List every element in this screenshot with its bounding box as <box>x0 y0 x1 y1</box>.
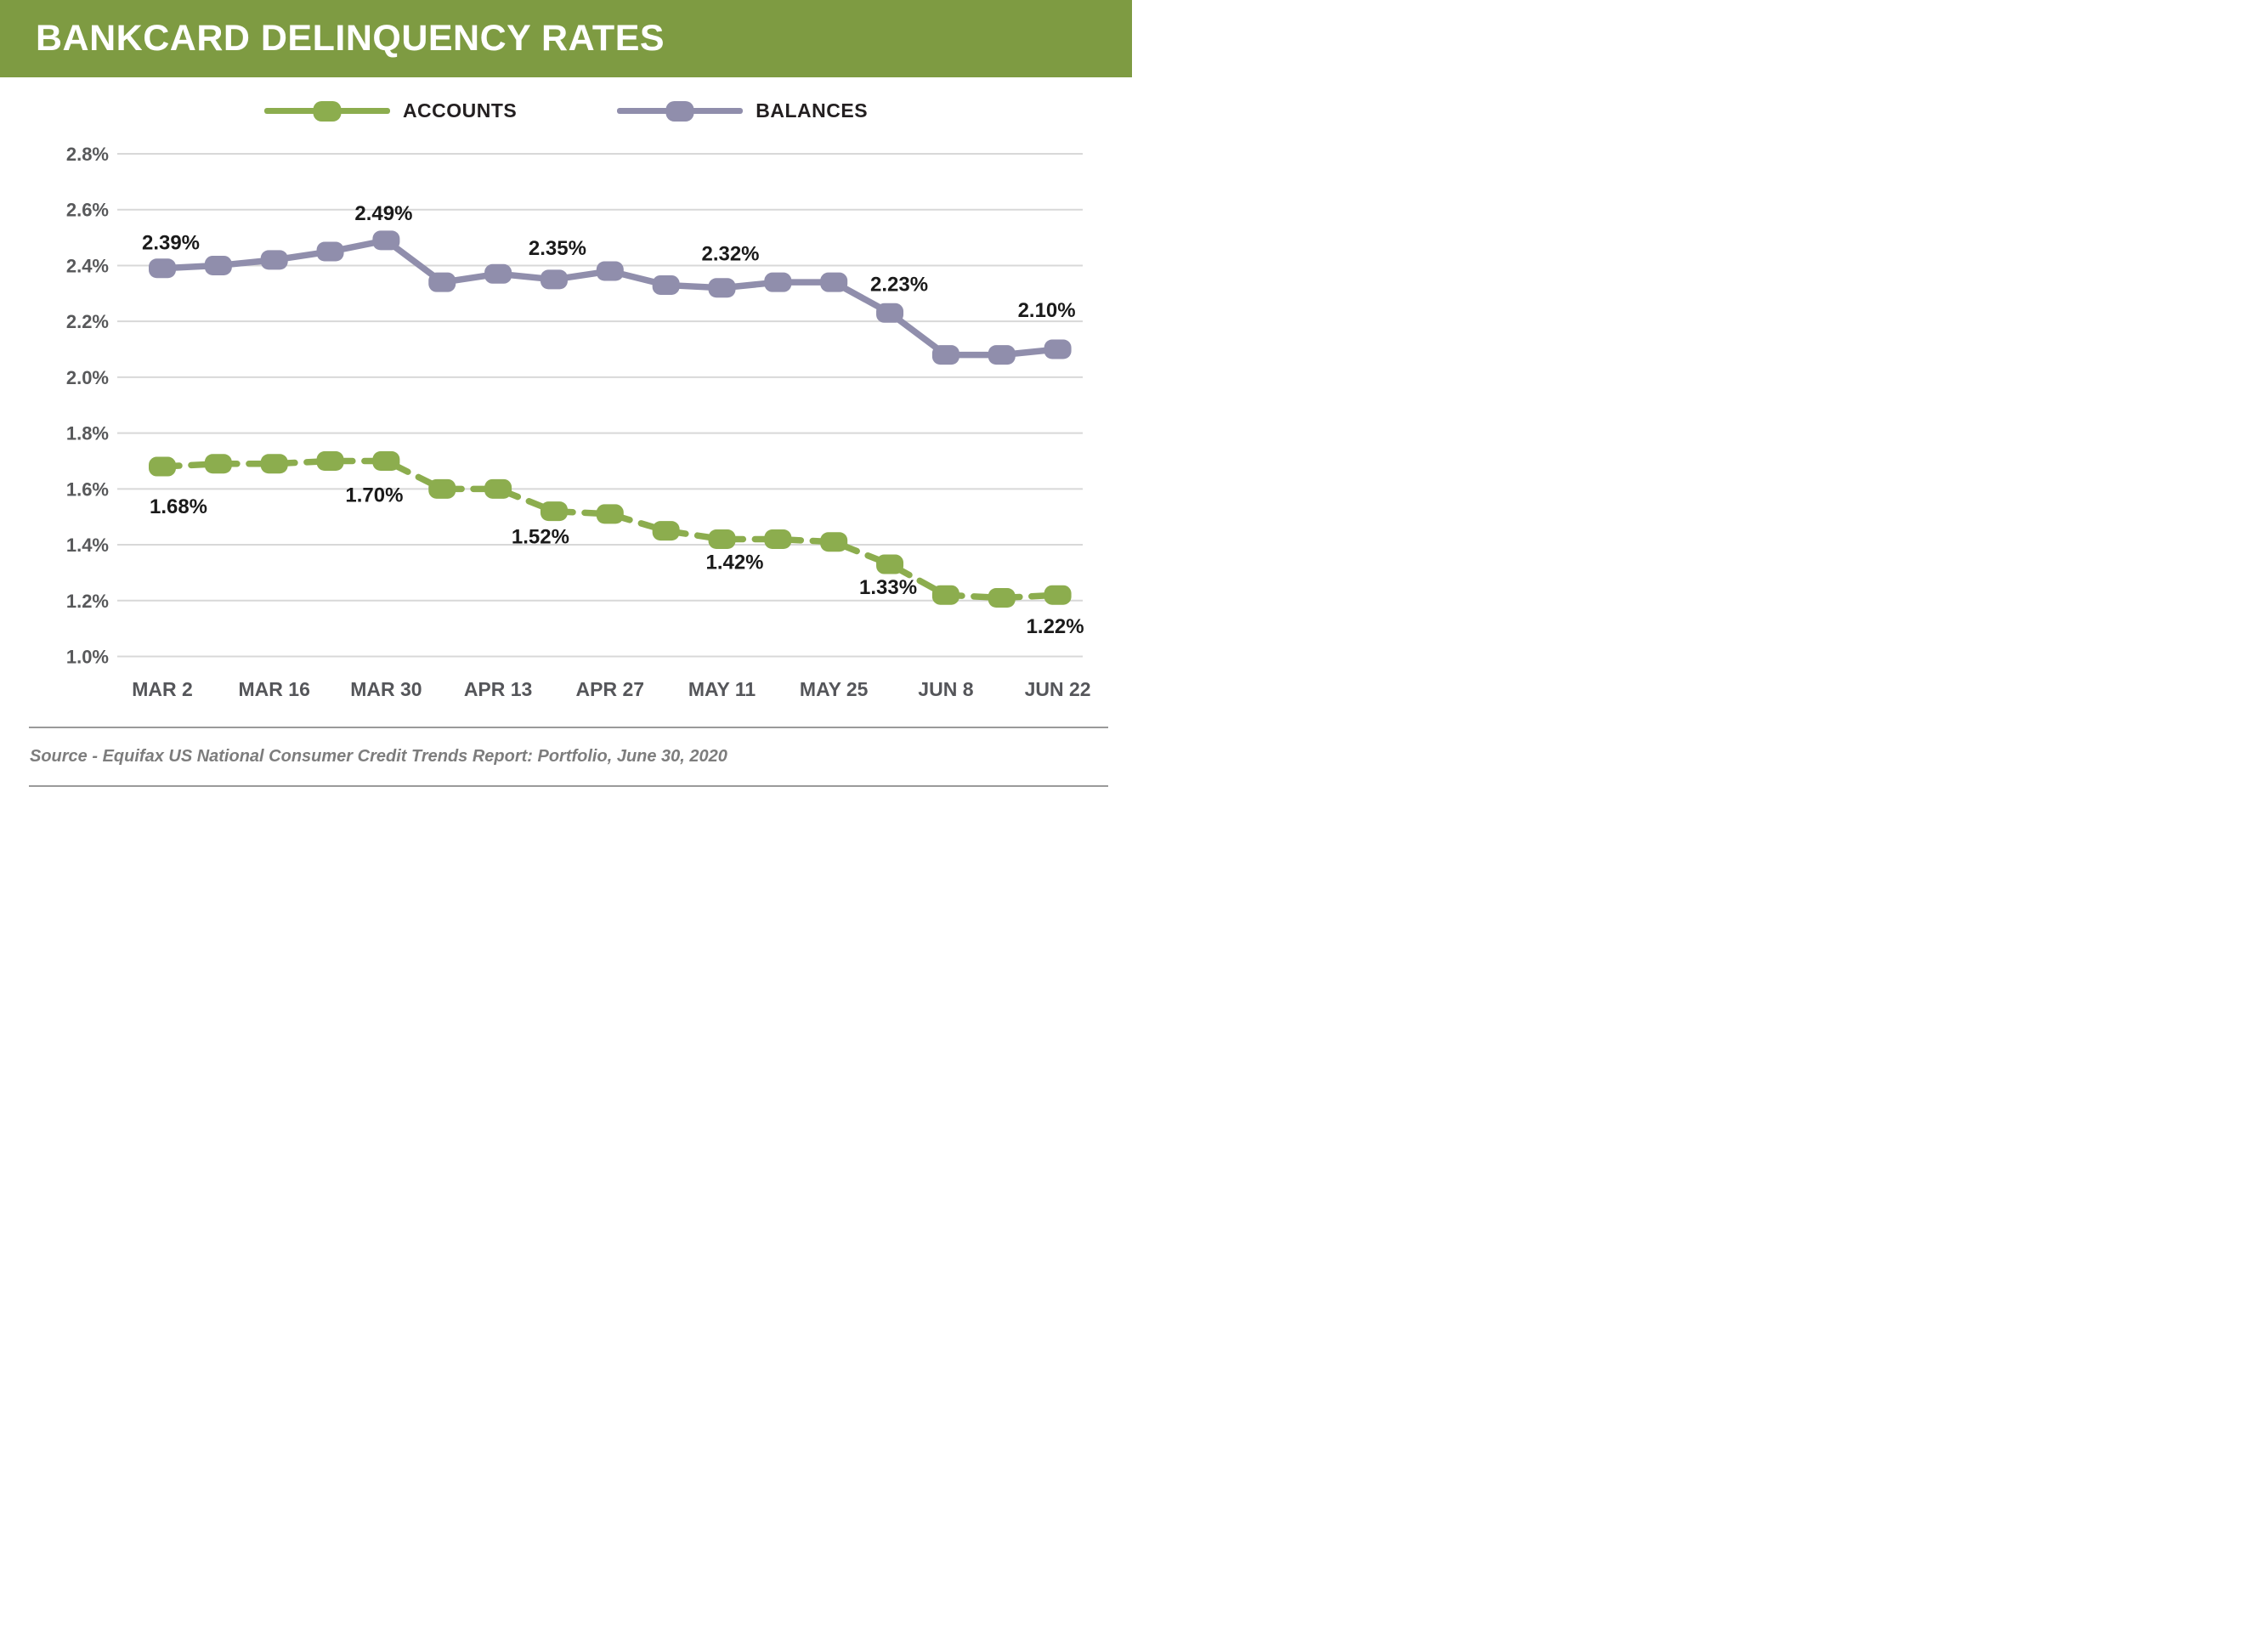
balances-data-point-marker <box>372 230 400 251</box>
y-axis-tick-label: 2.4% <box>66 255 109 276</box>
y-axis-tick-label: 2.2% <box>66 311 109 332</box>
y-axis-tick-label: 2.8% <box>66 144 109 165</box>
y-axis-tick-label: 1.6% <box>66 478 109 500</box>
y-axis-tick-label: 1.0% <box>66 647 109 668</box>
balances-data-point-marker <box>204 255 232 275</box>
x-axis-tick-label: MAY 11 <box>688 678 756 700</box>
balances-data-point-marker <box>1044 339 1072 359</box>
y-axis-tick-label: 1.2% <box>66 591 109 612</box>
balances-data-point-marker <box>876 303 904 323</box>
page-title: BANKCARD DELINQUENCY RATES <box>36 18 665 59</box>
accounts-data-point-marker <box>204 454 232 474</box>
legend-item-accounts: ACCOUNTS <box>263 99 518 122</box>
x-axis-tick-label: MAR 30 <box>350 678 422 700</box>
balances-data-point-marker <box>652 274 680 295</box>
infographic-page: BANKCARD DELINQUENCY RATES ACCOUNTS BALA… <box>0 0 1132 826</box>
balances-data-point-marker <box>820 272 848 292</box>
x-axis-tick-label: APR 13 <box>464 678 533 700</box>
balances-data-point-marker <box>428 272 456 292</box>
footer-divider-top <box>29 727 1108 728</box>
accounts-data-point-marker <box>652 521 680 541</box>
accounts-data-point-marker <box>149 456 176 477</box>
y-axis-tick-label: 1.8% <box>66 423 109 444</box>
accounts-data-point-marker <box>708 529 736 549</box>
legend-label-accounts: ACCOUNTS <box>402 99 518 122</box>
balances-point-label: 2.23% <box>870 273 928 296</box>
accounts-data-point-marker <box>316 450 344 471</box>
accounts-point-label: 1.42% <box>705 551 763 574</box>
balances-data-point-marker <box>596 261 624 281</box>
accounts-marker-icon <box>313 100 342 122</box>
balances-data-point-marker <box>764 272 792 292</box>
balances-data-point-marker <box>260 250 288 270</box>
x-axis-tick-label: MAY 25 <box>800 678 869 700</box>
balances-data-point-marker <box>988 345 1016 365</box>
accounts-point-label: 1.70% <box>345 484 403 506</box>
accounts-data-point-marker <box>876 554 904 574</box>
accounts-data-point-marker <box>820 532 848 552</box>
accounts-point-label: 1.52% <box>512 526 569 549</box>
x-axis-tick-label: JUN 8 <box>918 678 973 700</box>
accounts-data-point-marker <box>260 454 288 474</box>
balances-data-point-marker <box>931 345 959 365</box>
y-axis-tick-label: 1.4% <box>66 535 109 556</box>
balances-line-swatch <box>617 100 744 122</box>
balances-point-label: 2.49% <box>354 202 412 225</box>
balances-marker-icon <box>665 100 694 122</box>
accounts-data-point-marker <box>372 450 400 471</box>
balances-data-point-marker <box>316 241 344 262</box>
accounts-line <box>159 457 1061 602</box>
legend-label-balances: BALANCES <box>756 99 869 122</box>
source-citation: Source - Equifax US National Consumer Cr… <box>30 747 727 766</box>
balances-data-point-marker <box>484 263 512 284</box>
legend-item-balances: BALANCES <box>617 99 868 122</box>
accounts-data-point-marker <box>596 504 624 524</box>
x-axis-tick-label: MAR 16 <box>239 678 310 700</box>
accounts-data-point-marker <box>484 478 512 499</box>
x-axis-tick-label: MAR 2 <box>132 678 193 700</box>
accounts-point-label: 1.33% <box>859 576 917 599</box>
y-axis-tick-label: 2.6% <box>66 200 109 221</box>
footer-divider-bottom <box>29 785 1108 787</box>
accounts-data-point-marker <box>988 587 1016 608</box>
balances-data-point-marker <box>540 269 568 290</box>
balances-point-label: 2.32% <box>701 243 759 266</box>
chart-legend: ACCOUNTS BALANCES <box>0 99 1132 122</box>
header-bar: BANKCARD DELINQUENCY RATES <box>0 0 1132 77</box>
balances-line <box>159 236 1061 359</box>
balances-point-label: 2.35% <box>529 237 586 260</box>
y-axis-tick-label: 2.0% <box>66 367 109 388</box>
balances-data-point-marker <box>708 278 736 298</box>
accounts-data-point-marker <box>428 478 456 499</box>
x-axis-tick-label: JUN 22 <box>1025 678 1091 700</box>
accounts-data-point-marker <box>540 501 568 522</box>
accounts-data-point-marker <box>764 529 792 549</box>
accounts-data-point-marker <box>931 585 959 605</box>
accounts-line-swatch <box>263 100 390 122</box>
balances-point-label: 2.10% <box>1018 299 1076 322</box>
balances-point-label: 2.39% <box>142 232 200 255</box>
x-axis-tick-label: APR 27 <box>576 678 645 700</box>
accounts-data-point-marker <box>1044 585 1072 605</box>
balances-data-point-marker <box>149 258 176 279</box>
accounts-point-label: 1.22% <box>1027 615 1084 638</box>
delinquency-line-chart: 2.8% 2.6% 2.4% 2.2% 2.0% 1.8% 1.6% 1.4% 1.2% 1.0%… <box>66 144 1091 700</box>
accounts-point-label: 1.68% <box>150 495 207 518</box>
